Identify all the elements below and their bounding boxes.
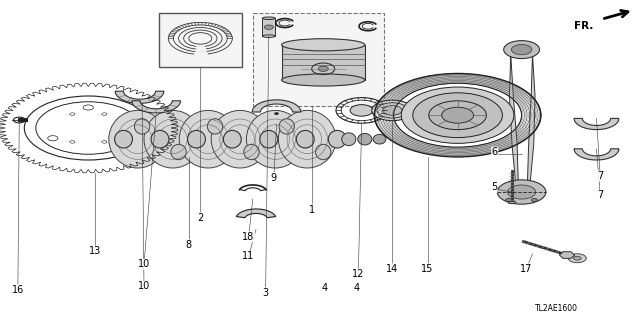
Text: 14: 14 (386, 264, 399, 274)
Text: 9: 9 (271, 172, 277, 183)
Text: 6: 6 (492, 147, 498, 157)
Ellipse shape (278, 110, 336, 168)
Text: 10: 10 (138, 281, 150, 292)
Ellipse shape (508, 202, 516, 204)
Circle shape (318, 66, 328, 71)
Ellipse shape (134, 119, 150, 134)
Circle shape (506, 198, 512, 202)
Ellipse shape (296, 130, 314, 148)
Ellipse shape (358, 133, 372, 145)
Ellipse shape (109, 110, 166, 168)
Text: 3: 3 (262, 288, 269, 298)
Circle shape (275, 113, 278, 115)
Circle shape (429, 101, 486, 130)
Circle shape (442, 107, 474, 123)
Ellipse shape (223, 130, 241, 148)
Circle shape (264, 25, 273, 29)
Text: 2: 2 (197, 212, 204, 223)
Circle shape (372, 100, 413, 121)
Ellipse shape (188, 130, 205, 148)
Circle shape (511, 44, 532, 55)
Circle shape (413, 93, 502, 138)
Ellipse shape (144, 110, 202, 168)
Text: FR.: FR. (574, 21, 593, 31)
Ellipse shape (328, 130, 346, 148)
Text: 5: 5 (491, 182, 497, 192)
Text: 1: 1 (309, 204, 316, 215)
Ellipse shape (316, 144, 331, 160)
Ellipse shape (211, 110, 269, 168)
Ellipse shape (342, 133, 356, 146)
Text: 17: 17 (520, 264, 532, 274)
Text: 8: 8 (186, 240, 192, 250)
Ellipse shape (115, 130, 132, 148)
Polygon shape (236, 209, 276, 218)
Ellipse shape (171, 144, 186, 160)
Text: 4: 4 (354, 283, 360, 293)
Ellipse shape (246, 110, 304, 168)
Polygon shape (132, 101, 180, 113)
Text: 7: 7 (597, 190, 604, 200)
Circle shape (508, 185, 536, 199)
Circle shape (573, 256, 581, 260)
Polygon shape (252, 100, 301, 112)
Text: TL2AE1600: TL2AE1600 (535, 304, 579, 313)
Text: 15: 15 (421, 264, 434, 274)
Polygon shape (559, 252, 575, 258)
Polygon shape (509, 54, 535, 186)
Text: 11: 11 (242, 251, 255, 261)
Text: 10: 10 (138, 259, 150, 269)
Ellipse shape (244, 144, 259, 160)
Text: 13: 13 (88, 246, 101, 256)
Ellipse shape (260, 130, 278, 148)
Ellipse shape (262, 35, 275, 37)
Text: 18: 18 (242, 232, 255, 242)
Ellipse shape (179, 110, 237, 168)
Circle shape (504, 41, 540, 59)
Bar (282, 45, 365, 80)
Ellipse shape (282, 74, 365, 86)
Circle shape (377, 103, 408, 118)
Polygon shape (574, 149, 619, 160)
Circle shape (401, 87, 514, 143)
Polygon shape (115, 91, 164, 103)
Bar (159, 13, 242, 67)
Circle shape (497, 180, 546, 204)
Ellipse shape (373, 134, 386, 144)
Circle shape (383, 106, 402, 115)
Bar (262, 18, 275, 36)
Text: 7: 7 (597, 171, 604, 181)
Polygon shape (574, 118, 619, 130)
Ellipse shape (151, 130, 169, 148)
Ellipse shape (279, 119, 294, 134)
Ellipse shape (262, 17, 275, 20)
Ellipse shape (282, 39, 365, 51)
Ellipse shape (207, 119, 223, 134)
Circle shape (350, 105, 373, 116)
Circle shape (568, 254, 586, 263)
Circle shape (531, 198, 538, 202)
Bar (253, 13, 384, 106)
Text: 4: 4 (321, 283, 328, 293)
Text: 12: 12 (352, 268, 365, 279)
Text: 16: 16 (12, 284, 24, 295)
